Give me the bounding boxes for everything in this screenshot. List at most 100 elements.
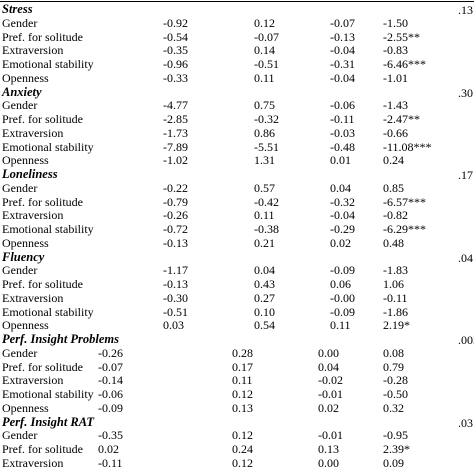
cell-value: -1.73 <box>163 125 188 140</box>
cell-value: -0.09 <box>330 304 355 319</box>
cell-value: -0.82 <box>383 208 408 223</box>
cell-value: -0.07 <box>330 15 355 30</box>
cell-value: -0.50 <box>383 387 408 401</box>
cell-value: 0.27 <box>254 290 275 305</box>
cell-value: 0.28 <box>232 345 253 360</box>
cell-value: -0.22 <box>163 180 188 195</box>
top-rule <box>0 1 474 2</box>
cell-value: 2.39* <box>383 442 410 456</box>
row-label: Extraversion <box>2 125 64 140</box>
cell-value: -0.35 <box>98 428 123 443</box>
cell-value: -0.30 <box>163 290 188 305</box>
row-label: Pref. for solitude <box>2 194 83 209</box>
cell-value: 0.00 <box>318 345 339 360</box>
r-squared: .30 <box>458 85 473 100</box>
cell-value: -0.92 <box>163 15 188 30</box>
cell-value: -0.72 <box>163 222 188 236</box>
cell-value: 0.01 <box>330 153 351 168</box>
row-label: Openness <box>2 400 49 415</box>
cell-value: -0.26 <box>98 345 123 360</box>
section-title: Fluency <box>2 249 45 264</box>
cell-value: -2.85 <box>163 112 188 126</box>
cell-value: 0.24 <box>383 153 404 168</box>
cell-value: -1.17 <box>163 263 188 278</box>
cell-value: -0.38 <box>254 222 279 236</box>
section-title: Loneliness <box>2 167 58 181</box>
cell-value: -0.35 <box>163 43 188 58</box>
cell-value: -0.11 <box>98 455 123 470</box>
cell-value: 0.04 <box>318 359 339 374</box>
cell-value: -0.13 <box>163 277 188 291</box>
cell-value: -0.04 <box>330 43 355 58</box>
cell-value: -0.51 <box>163 304 188 319</box>
cell-value: -0.28 <box>383 373 408 388</box>
cell-value: 0.32 <box>383 400 404 415</box>
section-title: Perf. Insight RAT <box>2 414 95 429</box>
cell-value: -6.46*** <box>383 57 426 71</box>
row-label: Extraversion <box>2 290 64 305</box>
cell-value: 0.57 <box>254 180 275 195</box>
row-label: Emotional stability <box>2 222 94 236</box>
cell-value: -0.96 <box>163 57 188 71</box>
cell-value: -0.07 <box>98 359 123 374</box>
cell-value: 0.02 <box>330 235 351 250</box>
cell-value: -0.95 <box>383 428 408 443</box>
cell-value: -0.03 <box>330 125 355 140</box>
cell-value: -0.06 <box>98 387 123 401</box>
cell-value: 2.19* <box>383 318 410 333</box>
cell-value: 0.12 <box>232 455 253 470</box>
cell-value: -1.43 <box>383 98 408 113</box>
row-label: Emotional stability <box>2 57 94 71</box>
cell-value: 1.06 <box>383 277 404 291</box>
row-label: Pref. for solitude <box>2 442 83 456</box>
cell-value: 0.24 <box>232 442 253 456</box>
cell-value: -2.55** <box>383 29 420 44</box>
cell-value: 0.02 <box>98 442 119 456</box>
r-squared: .17 <box>458 168 473 182</box>
cell-value: 0.12 <box>254 15 275 30</box>
cell-value: -7.89 <box>163 139 188 154</box>
row-label: Extraversion <box>2 43 64 58</box>
cell-value: -0.09 <box>330 263 355 278</box>
row-label: Extraversion <box>2 455 64 470</box>
cell-value: -0.42 <box>254 194 279 209</box>
section-title: Stress <box>2 2 33 16</box>
cell-value: 0.21 <box>254 235 275 250</box>
row-label: Emotional stability <box>2 139 94 154</box>
row-label: Gender <box>2 98 38 113</box>
cell-value: -0.33 <box>163 70 188 85</box>
cell-value: -0.79 <box>163 194 188 209</box>
row-label: Extraversion <box>2 373 64 388</box>
row-label: Pref. for solitude <box>2 277 83 291</box>
cell-value: 0.04 <box>330 180 351 195</box>
section-title: Perf. Insight Problems <box>2 332 120 346</box>
cell-value: 0.14 <box>254 43 275 58</box>
cell-value: -11.08*** <box>383 139 432 154</box>
r-squared: .03 <box>458 415 473 430</box>
cell-value: 0.86 <box>254 125 275 140</box>
cell-value: -0.06 <box>330 98 355 113</box>
cell-value: -6.29*** <box>383 222 426 236</box>
cell-value: 0.11 <box>254 208 275 223</box>
cell-value: -1.01 <box>383 70 408 85</box>
cell-value: 0.03 <box>163 318 184 333</box>
row-label: Gender <box>2 15 38 30</box>
row-label: Gender <box>2 428 38 443</box>
cell-value: 0.10 <box>254 304 275 319</box>
cell-value: 0.13 <box>318 442 339 456</box>
row-label: Openness <box>2 235 49 250</box>
cell-value: -0.04 <box>330 70 355 85</box>
row-label: Openness <box>2 153 49 168</box>
cell-value: 0.13 <box>232 400 253 415</box>
cell-value: -2.47** <box>383 112 420 126</box>
r-squared: .13 <box>458 3 473 17</box>
cell-value: 0.09 <box>383 455 404 470</box>
cell-value: -0.54 <box>163 29 188 44</box>
cell-value: -0.13 <box>330 29 355 44</box>
cell-value: -1.86 <box>383 304 408 319</box>
cell-value: 0.08 <box>383 345 404 360</box>
row-label: Emotional stability <box>2 304 94 319</box>
cell-value: 0.17 <box>232 359 253 374</box>
cell-value: 0.85 <box>383 180 404 195</box>
cell-value: 0.12 <box>232 428 253 443</box>
